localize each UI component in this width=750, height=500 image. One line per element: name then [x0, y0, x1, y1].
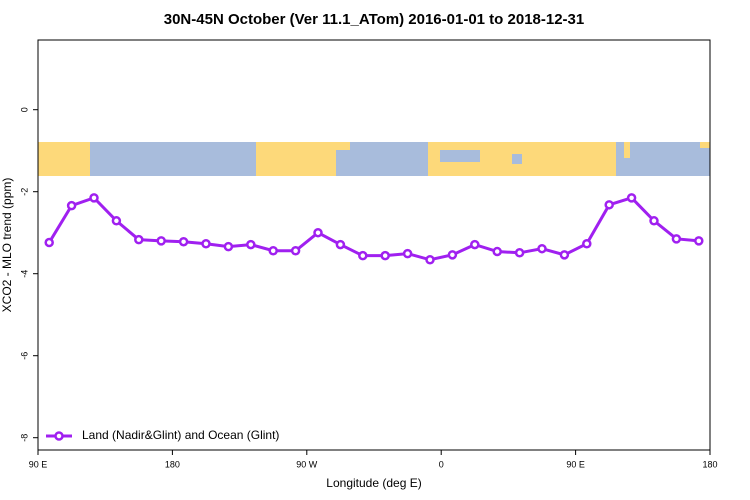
data-point [402, 248, 413, 259]
data-point [626, 193, 637, 203]
data-point [246, 239, 256, 250]
x-tick-label: 0 [439, 459, 444, 469]
series-line [47, 196, 699, 262]
data-point [649, 216, 659, 226]
data-point [582, 239, 592, 249]
data-point [604, 200, 614, 210]
data-point [380, 250, 390, 261]
x-axis-label: Longitude (deg E) [326, 476, 421, 490]
map-strip [38, 142, 710, 176]
y-axis-label: XCO2 - MLO trend (ppm) [0, 178, 14, 313]
data-point [156, 236, 166, 246]
data-point [111, 216, 122, 226]
plot-frame [37, 39, 711, 451]
x-tick-label: 90 W [296, 459, 318, 469]
data-point [559, 250, 570, 260]
data-point [66, 200, 77, 211]
data-point [134, 234, 144, 245]
data-point [268, 245, 278, 256]
x-tick-label: 180 [165, 459, 180, 469]
data-point [89, 193, 99, 203]
legend-swatch-point [54, 431, 64, 441]
data-point [470, 239, 480, 250]
y-tick-label: -4 [19, 270, 29, 278]
y-tick-label: 0 [19, 107, 29, 112]
data-point [44, 237, 54, 248]
x-tick-label: 90 E [566, 459, 585, 469]
data-point [537, 243, 547, 254]
data-point [492, 246, 502, 257]
legend-label: Land (Nadir&Glint) and Ocean (Glint) [82, 428, 279, 442]
x-tick-label: 180 [702, 459, 717, 469]
data-point [514, 248, 525, 258]
chart-title: 30N-45N October (Ver 11.1_ATom) 2016-01-… [164, 11, 584, 28]
y-tick-label: -8 [19, 434, 29, 442]
data-point [694, 236, 704, 246]
data-point [313, 227, 323, 238]
data-point [290, 245, 301, 256]
x-tick-label: 90 E [29, 459, 48, 469]
data-point [335, 239, 346, 250]
y-tick-label: -2 [19, 188, 29, 196]
data-point [201, 239, 211, 249]
data-point [358, 250, 368, 261]
data-point [223, 241, 234, 252]
y-tick-label: -6 [19, 352, 29, 360]
data-point [671, 234, 682, 244]
data-point [178, 236, 189, 247]
data-point [425, 255, 435, 265]
data-point [447, 250, 458, 260]
